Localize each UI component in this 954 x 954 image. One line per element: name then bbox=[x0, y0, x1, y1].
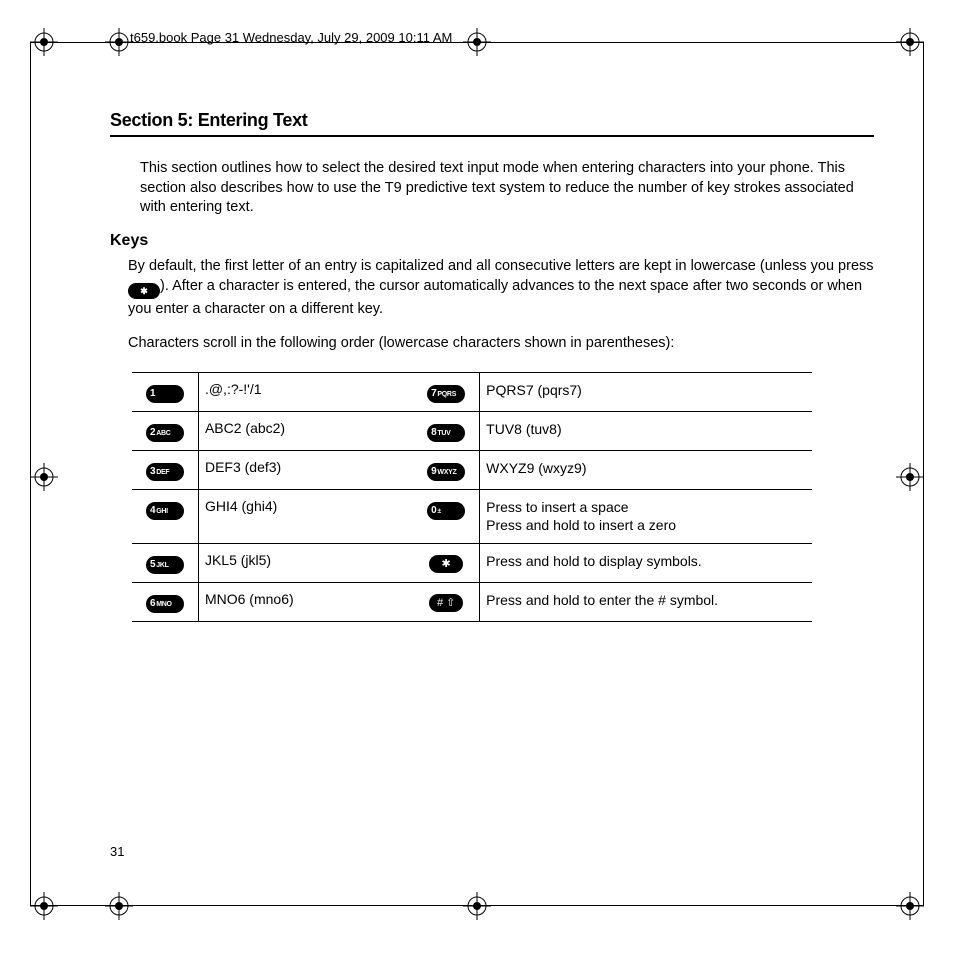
key-chars-3: DEF3 (def3) bbox=[198, 450, 413, 489]
crop-mark-icon bbox=[105, 28, 133, 56]
key-icon-2: 2ABC bbox=[132, 411, 198, 450]
phone-key-icon: 0± bbox=[427, 502, 465, 520]
key-chars-#: Press and hold to enter the # symbol. bbox=[480, 583, 812, 622]
keys-table: 1 .@,:?-!'/1 7PQRS PQRS7 (pqrs7) 2ABC ABC2 (… bbox=[132, 372, 812, 623]
phone-key-icon: 5JKL bbox=[146, 556, 184, 574]
phone-key-icon: 7PQRS bbox=[427, 385, 465, 403]
keys-subheading: Keys bbox=[110, 232, 874, 250]
crop-mark-icon bbox=[105, 892, 133, 920]
phone-key-icon: 8TUV bbox=[427, 424, 465, 442]
phone-key-icon: 9WXYZ bbox=[427, 463, 465, 481]
key-chars-1: .@,:?-!'/1 bbox=[198, 372, 413, 411]
key-icon-3: 3DEF bbox=[132, 450, 198, 489]
text: By default, the first letter of an entry… bbox=[128, 258, 874, 274]
page-header-metadata: t659.book Page 31 Wednesday, July 29, 20… bbox=[130, 30, 452, 45]
key-chars-✱: Press and hold to display symbols. bbox=[480, 544, 812, 583]
phone-key-icon: # ⇧ bbox=[429, 594, 463, 612]
key-chars-4: GHI4 (ghi4) bbox=[198, 489, 413, 544]
intro-paragraph: This section outlines how to select the … bbox=[140, 159, 874, 218]
key-icon-✱: ✱ bbox=[413, 544, 479, 583]
phone-key-icon: 6MNO bbox=[146, 595, 184, 613]
key-chars-6: MNO6 (mno6) bbox=[198, 583, 413, 622]
key-icon-5: 5JKL bbox=[132, 544, 198, 583]
keys-paragraph-2: Characters scroll in the following order… bbox=[128, 333, 874, 353]
crop-mark-icon bbox=[30, 892, 58, 920]
key-chars-5: JKL5 (jkl5) bbox=[198, 544, 413, 583]
phone-key-icon: 3DEF bbox=[146, 463, 184, 481]
key-icon-6: 6MNO bbox=[132, 583, 198, 622]
phone-key-icon: 4GHI bbox=[146, 502, 184, 520]
keys-paragraph-1: By default, the first letter of an entry… bbox=[128, 256, 874, 320]
key-icon-#: # ⇧ bbox=[413, 583, 479, 622]
star-key-icon: ✱ bbox=[128, 283, 160, 299]
crop-mark-icon bbox=[30, 463, 58, 491]
key-icon-9: 9WXYZ bbox=[413, 450, 479, 489]
phone-key-icon: 1 bbox=[146, 385, 184, 403]
text: ). After a character is entered, the cur… bbox=[128, 278, 862, 317]
crop-mark-icon bbox=[463, 892, 491, 920]
crop-mark-icon bbox=[30, 28, 58, 56]
key-icon-0: 0± bbox=[413, 489, 479, 544]
key-chars-7: PQRS7 (pqrs7) bbox=[480, 372, 812, 411]
section-title: Section 5: Entering Text bbox=[110, 110, 874, 137]
phone-key-icon: 2ABC bbox=[146, 424, 184, 442]
key-icon-4: 4GHI bbox=[132, 489, 198, 544]
crop-mark-icon bbox=[896, 28, 924, 56]
key-chars-2: ABC2 (abc2) bbox=[198, 411, 413, 450]
key-chars-8: TUV8 (tuv8) bbox=[480, 411, 812, 450]
page-content: Section 5: Entering Text This section ou… bbox=[110, 110, 874, 622]
crop-mark-icon bbox=[896, 463, 924, 491]
key-icon-7: 7PQRS bbox=[413, 372, 479, 411]
page-number: 31 bbox=[110, 844, 124, 859]
key-icon-1: 1 bbox=[132, 372, 198, 411]
crop-mark-icon bbox=[896, 892, 924, 920]
key-icon-8: 8TUV bbox=[413, 411, 479, 450]
phone-key-icon: ✱ bbox=[429, 555, 463, 573]
key-chars-9: WXYZ9 (wxyz9) bbox=[480, 450, 812, 489]
key-chars-0: Press to insert a space Press and hold t… bbox=[480, 489, 812, 544]
crop-mark-icon bbox=[463, 28, 491, 56]
